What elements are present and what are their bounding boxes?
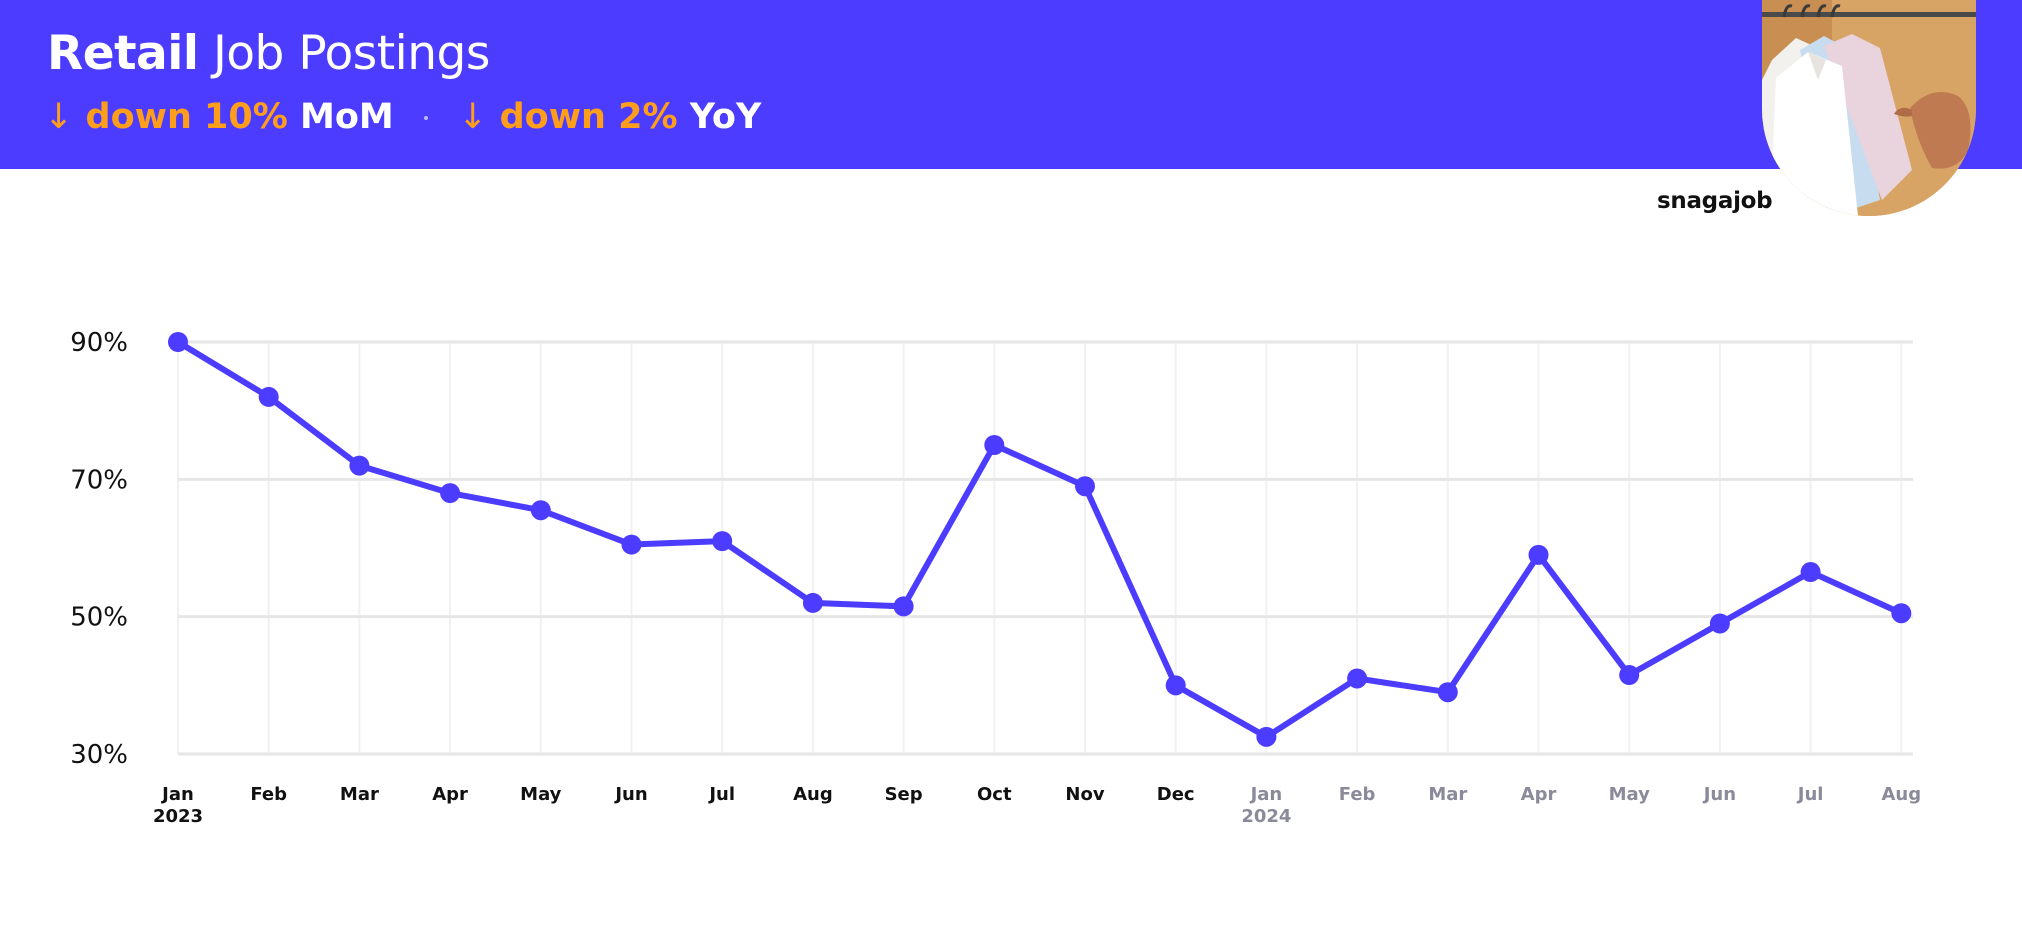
x-tick-label: Mar <box>340 784 379 805</box>
x-tick-label: Feb <box>1339 784 1376 805</box>
data-point <box>1619 665 1640 686</box>
x-tick-label: Aug <box>1881 784 1921 805</box>
x-tick-label: Mar <box>1428 784 1467 805</box>
data-point <box>168 332 188 352</box>
yoy-label: YoY <box>689 97 762 137</box>
data-point <box>1891 603 1912 624</box>
x-tick-label: Jan <box>1249 784 1283 805</box>
data-point <box>1709 613 1730 634</box>
horizontal-gridlines <box>178 340 1913 756</box>
data-point <box>1347 668 1368 689</box>
data-point <box>1165 675 1186 696</box>
data-point <box>258 386 279 407</box>
data-point <box>1437 682 1458 703</box>
series-line <box>175 339 1905 740</box>
x-tick-label: Feb <box>250 784 287 805</box>
x-tick-label: Jun <box>613 784 647 805</box>
yoy-change-value: down 2% <box>499 97 678 137</box>
y-tick-label: 30% <box>70 740 128 770</box>
data-point <box>802 592 823 613</box>
data-point <box>621 534 642 555</box>
mom-label: MoM <box>300 97 394 137</box>
data-point <box>1256 726 1277 747</box>
data-points <box>168 332 1912 747</box>
title-light: Job Postings <box>212 26 490 81</box>
data-point <box>530 500 551 521</box>
x-tick-label: Apr <box>1521 784 1557 805</box>
data-point <box>440 483 461 504</box>
change-summary: ↓ down 10% MoM ↓ down 2% YoY <box>44 97 761 137</box>
x-tick-label: Sep <box>885 784 923 805</box>
separator-dot <box>423 116 428 120</box>
data-point <box>893 596 914 617</box>
retail-clothing-photo <box>1762 0 1976 216</box>
x-tick-label: Aug <box>793 784 833 805</box>
x-tick-label: Jul <box>1796 784 1824 805</box>
data-point <box>349 455 370 476</box>
x-tick-label: Oct <box>977 784 1012 805</box>
x-tick-label: Jun <box>1702 784 1736 805</box>
y-tick-label: 90% <box>70 328 128 358</box>
data-point <box>984 435 1005 455</box>
data-point <box>1528 544 1549 565</box>
x-tick-label: Jan <box>160 784 194 805</box>
down-arrow-icon: ↓ <box>44 97 74 137</box>
y-tick-label: 50% <box>70 603 128 633</box>
x-tick-label: Dec <box>1157 784 1195 805</box>
header-banner: Retail Job Postings ↓ down 10% MoM ↓ dow… <box>0 0 2022 169</box>
page-title: Retail Job Postings <box>47 26 490 81</box>
data-point <box>1075 476 1095 497</box>
x-tick-label: May <box>1609 784 1651 805</box>
x-tick-label: May <box>520 784 562 805</box>
x-tick-label: Apr <box>432 784 468 805</box>
data-point <box>1800 562 1821 583</box>
title-bold: Retail <box>47 26 199 81</box>
vertical-gridlines <box>177 342 1903 754</box>
data-point <box>712 531 733 552</box>
x-tick-label: Jul <box>707 784 735 805</box>
snagajob-logo: snagajob <box>1657 188 1773 214</box>
y-tick-label: 70% <box>70 465 128 495</box>
down-arrow-icon: ↓ <box>458 97 488 137</box>
x-tick-label: Nov <box>1065 784 1104 805</box>
y-axis-ticks: 90% 70% 50% 30% <box>70 328 128 770</box>
x-tick-year-label: 2023 <box>153 806 203 827</box>
mom-change-value: down 10% <box>85 97 288 137</box>
x-tick-year-label: 2024 <box>1241 806 1291 827</box>
